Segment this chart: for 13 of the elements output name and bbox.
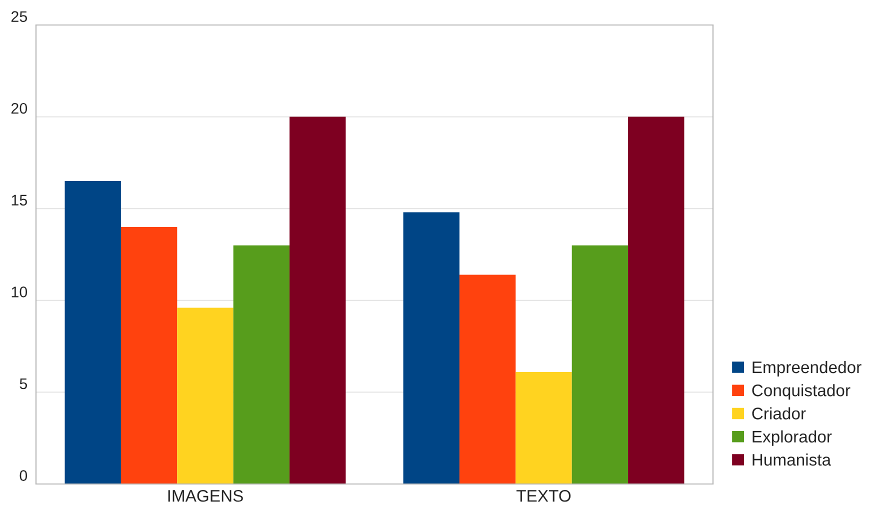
- legend-label: Criador: [752, 407, 806, 420]
- y-tick-label: 5: [20, 378, 28, 390]
- legend-label: Conquistador: [752, 384, 850, 400]
- x-tick-label: IMAGENS: [168, 490, 243, 502]
- y-tick-label: 0: [20, 470, 28, 481]
- legend-label: Empreendedor: [752, 360, 862, 376]
- legend-label: Explorador: [752, 430, 832, 446]
- legend-label: Humanista: [752, 453, 832, 466]
- x-tick-label: TEXTO: [516, 490, 571, 502]
- y-tick-label: 20: [11, 102, 28, 114]
- y-tick-label: 25: [11, 11, 28, 22]
- y-tick-label: 10: [12, 286, 28, 298]
- y-tick-label: 15: [12, 194, 28, 206]
